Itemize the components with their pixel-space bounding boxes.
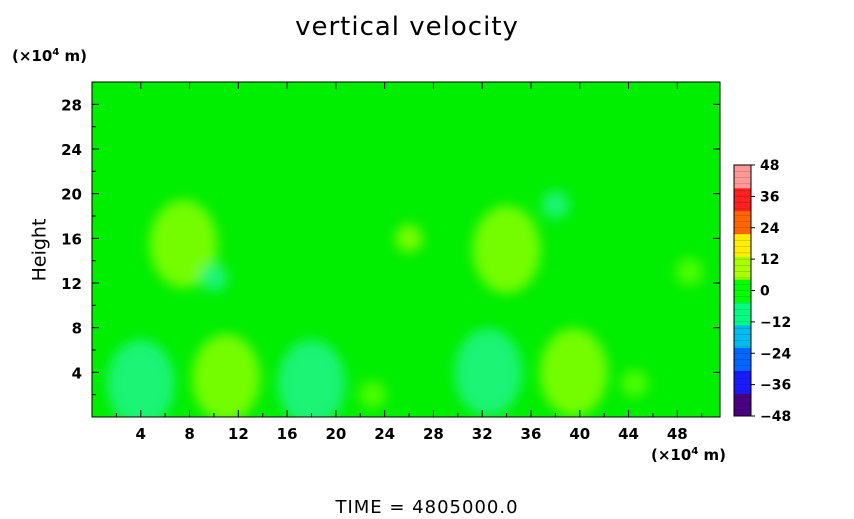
y-tick-label: 24 — [61, 141, 82, 159]
field-cell — [539, 328, 608, 417]
x-tick-label: 24 — [374, 425, 395, 443]
y-tick-label: 16 — [61, 230, 82, 248]
field-cell — [675, 257, 704, 286]
colorbar-tick-label: 48 — [760, 158, 779, 174]
field-cell — [541, 190, 570, 219]
time-label: TIME = 4805000.0 — [335, 497, 519, 518]
field-cell — [454, 328, 523, 417]
field-cell — [192, 333, 261, 417]
x-unit-label: (×104 m) — [651, 446, 726, 464]
field-cell — [620, 369, 649, 398]
x-axis: 4 8 12 16 20 24 28 32 36 40 44 48 — [115, 82, 703, 443]
colorbar-swatch — [734, 279, 751, 303]
field-cell — [472, 205, 541, 294]
x-tick-label: 8 — [184, 425, 194, 443]
x-tick-label: 44 — [618, 425, 639, 443]
colorbar-swatch — [734, 370, 751, 394]
field-cell — [395, 224, 424, 253]
colorbar-tick-label: 12 — [760, 252, 779, 268]
colorbar-tick-label: 36 — [760, 189, 779, 205]
colorbar-tick-label: −24 — [760, 346, 791, 362]
colorbar-tick-label: 24 — [760, 221, 780, 237]
x-tick-label: 12 — [228, 425, 249, 443]
field-cell — [277, 339, 346, 417]
velocity-field — [92, 82, 720, 417]
y-tick-label: 20 — [61, 186, 82, 204]
x-tick-label: 32 — [472, 425, 493, 443]
colorbar-tick-label: −48 — [760, 409, 791, 425]
colorbar-swatch — [734, 210, 751, 234]
colorbar-swatch — [734, 324, 751, 349]
field-cell — [358, 380, 387, 409]
colorbar: 48 36 24 12 0 −12 −24 −36 −48 — [733, 158, 791, 425]
field-cell — [199, 263, 228, 292]
y-tick-label: 12 — [61, 275, 82, 293]
y-unit-label: (×104 m) — [12, 47, 87, 65]
colorbar-swatch — [734, 393, 751, 417]
field-cell — [149, 199, 218, 288]
x-tick-label: 4 — [136, 425, 146, 443]
x-tick-label: 36 — [521, 425, 542, 443]
y-tick-label: 4 — [72, 364, 82, 382]
y-tick-label: 8 — [72, 320, 82, 338]
field-cell — [106, 339, 175, 417]
x-tick-label: 20 — [325, 425, 346, 443]
colorbar-swatch — [734, 301, 751, 326]
x-tick-label: 16 — [277, 425, 298, 443]
colorbar-swatch — [734, 187, 751, 212]
x-tick-label: 28 — [423, 425, 444, 443]
colorbar-swatch — [734, 256, 751, 280]
colorbar-tick-label: −12 — [760, 315, 791, 331]
x-tick-label: 40 — [569, 425, 590, 443]
colorbar-swatch — [734, 233, 751, 257]
x-tick-label: 48 — [667, 425, 688, 443]
y-axis: 4 8 12 16 20 24 28 — [61, 96, 720, 396]
colorbar-swatch — [734, 347, 751, 371]
y-tick-label: 28 — [61, 96, 82, 114]
colorbar-swatch — [734, 165, 751, 189]
chart-title: vertical velocity — [295, 12, 519, 42]
plot-frame — [91, 81, 721, 418]
colorbar-tick-label: 0 — [760, 284, 770, 300]
colorbar-tick-label: −36 — [760, 378, 791, 394]
